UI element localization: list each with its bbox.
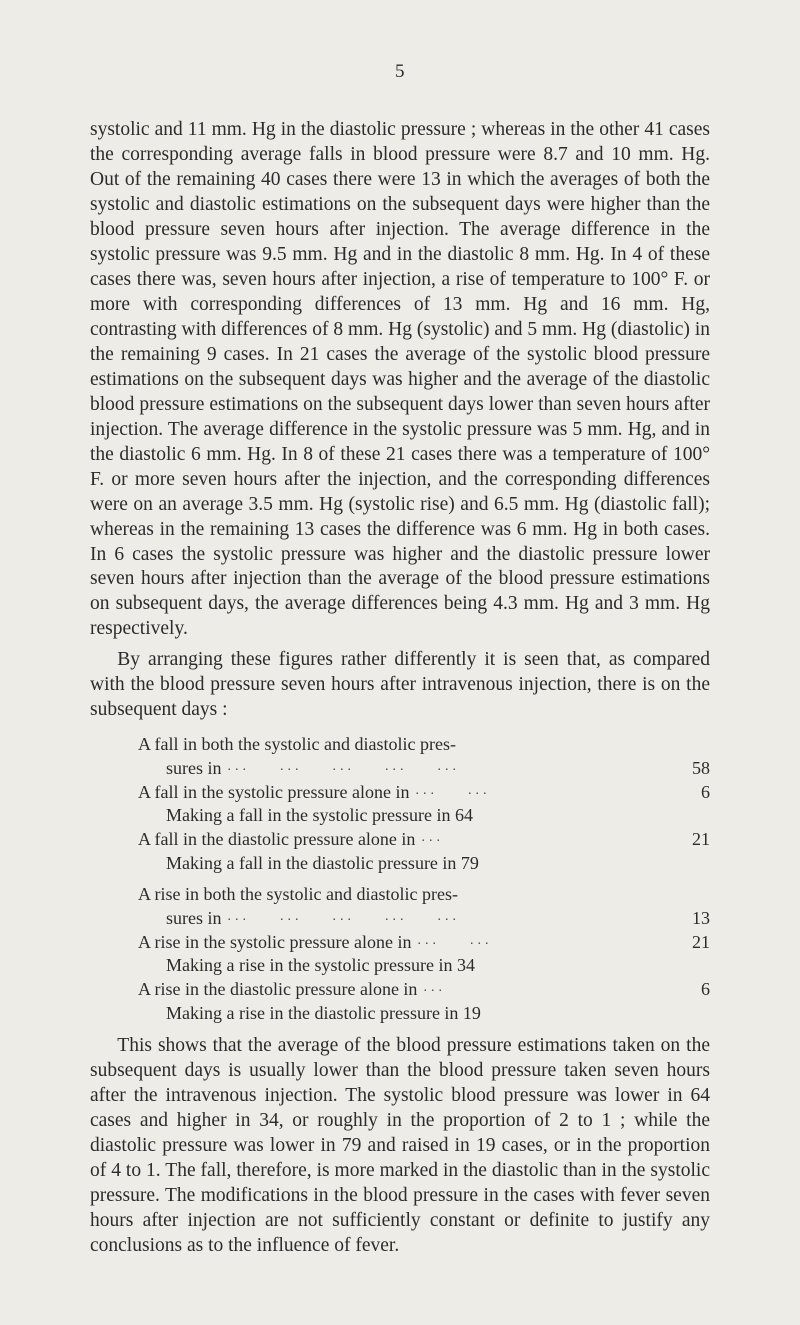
list-text: A fall in both the systolic and diastoli… [138,733,456,756]
list-subtext: Making a fall in the systolic pressure i… [166,804,710,827]
paragraph-3: This shows that the average of the blood… [90,1034,710,1259]
list-item: A fall in the diastolic pressure alone i… [138,828,710,851]
list-value: 6 [682,781,710,804]
list-text: sures in [166,757,222,780]
list-value: 13 [682,907,710,930]
list-text: A rise in both the systolic and diastoli… [138,883,458,906]
list-item: A rise in the systolic pressure alone in… [138,931,710,954]
list-value: 21 [682,931,710,954]
leader-dots: ... ... ... ... ... [222,908,683,926]
page-number: 5 [90,60,710,84]
list-item: A fall in both the systolic and diastoli… [138,733,710,779]
list-text: A rise in the diastolic pressure alone i… [138,978,417,1001]
list-item: A rise in the diastolic pressure alone i… [138,978,710,1001]
page: 5 systolic and 11 mm. Hg in the diastoli… [0,0,800,1325]
list-subtext: Making a fall in the diastolic pressure … [166,852,710,875]
figures-list: A fall in both the systolic and diastoli… [138,733,710,1024]
list-item: A fall in the systolic pressure alone in… [138,781,710,804]
list-text: A fall in the systolic pressure alone in [138,781,409,804]
leader-dots: ... ... [409,782,682,800]
list-value: 58 [682,757,710,780]
list-item: A rise in both the systolic and diastoli… [138,883,710,929]
paragraph-1: systolic and 11 mm. Hg in the diastolic … [90,118,710,642]
list-value: 21 [682,828,710,851]
leader-dots: ... ... [411,932,682,950]
list-text: sures in [166,907,222,930]
list-text: Making a fall in the systolic pressure i… [166,804,473,827]
list-text: Making a fall in the diastolic pressure … [166,852,479,875]
leader-dots: ... [417,979,682,997]
list-text: Making a rise in the diastolic pressure … [166,1002,481,1025]
list-value: 6 [682,978,710,1001]
list-subtext: Making a rise in the diastolic pressure … [166,1002,710,1025]
list-text: A rise in the systolic pressure alone in [138,931,411,954]
leader-dots: ... ... ... ... ... [222,758,683,776]
leader-dots: ... [415,829,682,847]
list-subtext: Making a rise in the systolic pressure i… [166,954,710,977]
list-text: A fall in the diastolic pressure alone i… [138,828,415,851]
list-text: Making a rise in the systolic pressure i… [166,954,475,977]
paragraph-2: By arranging these figures rather differ… [90,648,710,723]
